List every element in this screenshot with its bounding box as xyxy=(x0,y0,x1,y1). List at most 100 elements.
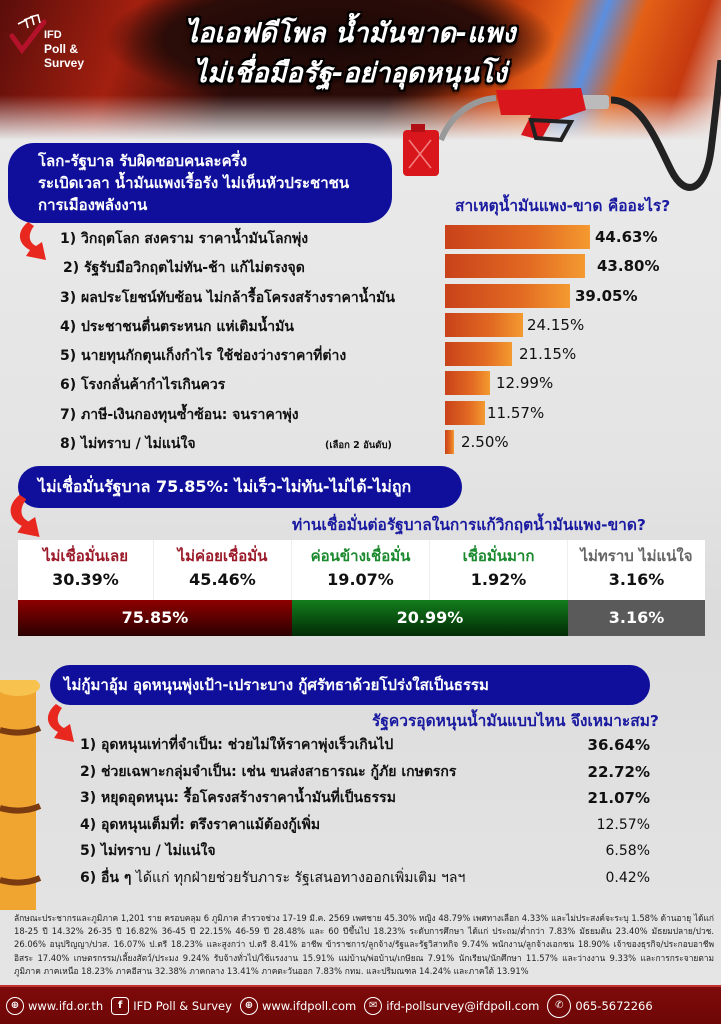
title-line2: ไม่เชื่อมือรัฐ-อย่าอุดหนุนโง่ xyxy=(193,58,507,89)
bar-value: 24.15% xyxy=(527,315,585,334)
subsidy-item: 5) ไม่ทราบ / ไม่แน่ใจ 6.58% xyxy=(80,838,680,865)
subsidy-item: 2) ช่วยเฉพาะกลุ่มจำเป็น: เช่น ขนส่งสาธาร… xyxy=(80,759,680,786)
bar-row: 12.99% xyxy=(445,369,721,398)
trust-col-no-trust: ไม่เชื่อมั่นเลย 30.39% xyxy=(18,540,154,600)
cause-item: 6) โรงกลั่นค้ากำไรเกินควร xyxy=(60,377,226,394)
subsidy-label-rest: ได้แก่ ทุกฝ่ายช่วยรับภาระ รัฐเสนอทางออกเ… xyxy=(131,869,466,886)
section1-banner-line2: ระเบิดเวลา น้ำมันแพงเรื้อรัง ไม่เห็นหัวป… xyxy=(38,174,350,192)
trust-total: 20.99% xyxy=(292,600,568,636)
email-link[interactable]: ✉ ifd-pollsurvey@ifdpoll.com xyxy=(364,996,539,1015)
subsidy-item: 3) หยุดอุดหนุน: รื้อโครงสร้างราคาน้ำมันท… xyxy=(80,785,680,812)
bar-row: 43.80% xyxy=(445,252,721,281)
trust-totals: 75.85% 20.99% 3.16% xyxy=(18,600,705,636)
bar-row: 24.15% xyxy=(445,311,721,340)
subsidy-question: รัฐควรอุดหนุนน้ำมันแบบไหน จึงเหมาะสม? xyxy=(372,712,659,730)
subsidy-value: 36.64% xyxy=(587,736,650,754)
causes-list: 1) วิกฤตโลก สงคราม ราคาน้ำมันโลกพุ่ง 2) … xyxy=(60,225,440,459)
subsidy-label: 2) ช่วยเฉพาะกลุ่มจำเป็น: เช่น ขนส่งสาธาร… xyxy=(80,763,457,780)
subsidy-value: 22.72% xyxy=(587,762,650,781)
subsidy-value: 12.57% xyxy=(596,816,650,833)
bar xyxy=(445,225,590,249)
website-2-text: www.ifdpoll.com xyxy=(261,998,357,1013)
bar xyxy=(445,283,570,308)
trust-question: ท่านเชื่อมั่นต่อรัฐบาลในการแก้วิกฤตน้ำมั… xyxy=(292,516,646,534)
mail-icon: ✉ xyxy=(364,996,383,1015)
subsidy-item: 6) อื่น ๆ ได้แก่ ทุกฝ่ายช่วยรับภาระ รัฐเ… xyxy=(80,865,680,892)
bar xyxy=(445,254,585,279)
subsidy-label: 5) ไม่ทราบ / ไม่แน่ใจ xyxy=(80,843,216,859)
cause-item: 5) นายทุนกักตุนเก็งกำไร ใช้ช่องว่างราคาท… xyxy=(60,348,347,365)
bar xyxy=(445,371,490,396)
bar xyxy=(445,430,454,455)
cause-label: 8) ไม่ทราบ / ไม่แน่ใจ xyxy=(60,436,196,453)
footer-contact-bar: ⊕ www.ifd.or.th f IFD Poll & Survey ⊕ ww… xyxy=(0,985,721,1024)
causes-question: สาเหตุน้ำมันแพง-ขาด คืออะไร? xyxy=(455,197,671,215)
bar-value: 11.57% xyxy=(487,403,545,422)
cause-item: 3) ผลประโยชน์ทับซ้อน ไม่กล้ารื้อโครงสร้า… xyxy=(60,289,395,306)
unsure-total: 3.16% xyxy=(568,600,705,636)
subsidy-value: 6.58% xyxy=(605,843,650,859)
trust-value: 19.07% xyxy=(327,570,394,589)
trust-label: ไม่ทราบ ไม่แน่ใจ xyxy=(580,547,693,565)
trust-table: ไม่เชื่อมั่นเลย 30.39% ไม่ค่อยเชื่อมั่น … xyxy=(18,540,705,638)
distrust-total: 75.85% xyxy=(18,600,292,636)
trust-value: 30.39% xyxy=(52,570,119,589)
cause-item: 4) ประชาชนตื่นตระหนก แห่เติมน้ำมัน xyxy=(60,318,294,335)
website-1-text: www.ifd.or.th xyxy=(28,998,104,1013)
phone-text: 065-5672266 xyxy=(575,998,653,1013)
curved-arrow-icon xyxy=(10,494,40,537)
bar xyxy=(445,342,512,367)
subsidy-value: 21.07% xyxy=(587,789,650,807)
logo-line1: IFD xyxy=(44,29,62,41)
trust-col-unsure: ไม่ทราบ ไม่แน่ใจ 3.16% xyxy=(568,540,705,600)
bar-value: 43.80% xyxy=(597,257,660,276)
facebook-text: IFD Poll & Survey xyxy=(133,998,232,1013)
trust-value: 3.16% xyxy=(608,570,665,589)
cause-item: 7) ภาษี-เงินกองทุนซ้ำซ้อน: จนราคาพุ่ง xyxy=(60,406,299,423)
oil-barrel-icon xyxy=(0,680,42,910)
demographics-note: ลักษณะประชากรและภูมิภาค 1,201 ราย ครอบคล… xyxy=(14,913,714,976)
trust-value: 45.46% xyxy=(189,570,256,589)
bar xyxy=(445,400,485,425)
trust-col-high-trust: เชื่อมั่นมาก 1.92% xyxy=(430,540,568,600)
logo-line2: Poll & Survey xyxy=(44,42,85,70)
curved-arrow-icon xyxy=(47,704,74,742)
ifd-logo: IFD Poll & Survey xyxy=(8,14,118,70)
trust-label: ไม่เชื่อมั่นเลย xyxy=(43,547,128,565)
subsidy-item: 1) อุดหนุนเท่าที่จำเป็น: ช่วยไม่ให้ราคาพ… xyxy=(80,732,680,759)
subsidy-label: 4) อุดหนุนเต็มที่: ตรึงราคาแม้ต้องกู้เพิ… xyxy=(80,816,321,833)
fuel-nozzle-icon xyxy=(403,60,721,191)
curved-arrow-icon xyxy=(19,222,46,260)
section2-banner: ไม่เชื่อมั่นรัฐบาล 75.85%: ไม่เร็ว-ไม่ทั… xyxy=(18,466,462,508)
subsidy-label-head: 6) อื่น ๆ xyxy=(80,869,132,886)
subsidy-list: 1) อุดหนุนเท่าที่จำเป็น: ช่วยไม่ให้ราคาพ… xyxy=(80,732,680,891)
bar-row: 2.50% xyxy=(445,428,721,457)
facebook-link[interactable]: f IFD Poll & Survey xyxy=(111,996,232,1015)
subsidy-label: 1) อุดหนุนเท่าที่จำเป็น: ช่วยไม่ให้ราคาพ… xyxy=(80,737,394,753)
section1-banner-line1: โลก-รัฐบาล รับผิดชอบคนละครึ่ง xyxy=(38,152,248,170)
website-link-2[interactable]: ⊕ www.ifdpoll.com xyxy=(239,996,357,1015)
bar-value: 39.05% xyxy=(575,286,638,305)
globe-icon: ⊕ xyxy=(239,996,258,1015)
trust-breakdown: ไม่เชื่อมั่นเลย 30.39% ไม่ค่อยเชื่อมั่น … xyxy=(18,540,705,600)
globe-icon: ⊕ xyxy=(6,996,24,1015)
bar-row: 44.63% xyxy=(445,223,721,252)
bar-value: 12.99% xyxy=(496,374,554,393)
phone-icon: ✆ xyxy=(547,993,572,1018)
section1-banner-line3: การเมืองพลังงาน xyxy=(38,196,148,214)
title-line1: ไอเอฟดีโพล น้ำมันขาด-แพง xyxy=(184,18,516,49)
trust-label: เชื่อมั่นมาก xyxy=(462,547,535,565)
page-title: ไอเอฟดีโพล น้ำมันขาด-แพง ไม่เชื่อมือรัฐ-… xyxy=(130,14,570,94)
cause-item: 2) รัฐรับมือวิกฤตไม่ทัน-ช้า แก้ไม่ตรงจุด xyxy=(63,260,305,277)
bar-row: 11.57% xyxy=(445,399,721,428)
subsidy-value: 0.42% xyxy=(605,869,650,886)
section1-banner: โลก-รัฐบาล รับผิดชอบคนละครึ่ง ระเบิดเวลา… xyxy=(8,143,392,223)
trust-col-somewhat-trust: ค่อนข้างเชื่อมั่น 19.07% xyxy=(292,540,430,600)
subsidy-label: 3) หยุดอุดหนุน: รื้อโครงสร้างราคาน้ำมันท… xyxy=(80,790,396,806)
facebook-icon: f xyxy=(111,996,130,1015)
website-link-1[interactable]: ⊕ www.ifd.or.th xyxy=(6,996,104,1015)
phone-link[interactable]: ✆ 065-5672266 xyxy=(547,993,653,1018)
cause-item: 1) วิกฤตโลก สงคราม ราคาน้ำมันโลกพุ่ง xyxy=(60,231,309,247)
trust-col-little-trust: ไม่ค่อยเชื่อมั่น 45.46% xyxy=(154,540,292,600)
section3-banner: ไม่กู้มาอุ้ม อุดหนุนพุ่งเป้า-เปราะบาง กู… xyxy=(50,665,650,705)
